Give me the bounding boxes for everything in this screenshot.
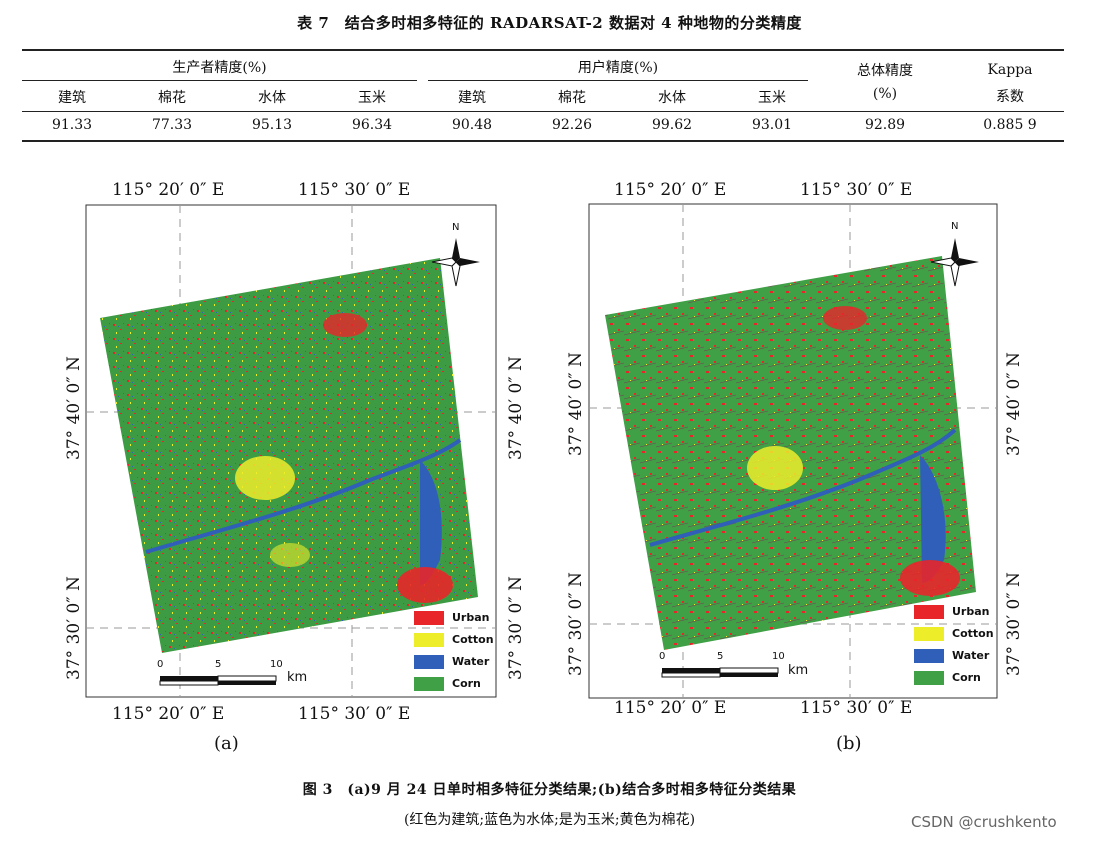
table-bottom-rule xyxy=(22,140,1064,142)
map-a-lon-right-bottom: 115° 30′ 0″ E xyxy=(298,704,411,724)
user-class-water: 水体 xyxy=(658,90,686,106)
map-b-lon-left-top: 115° 20′ 0″ E xyxy=(614,180,727,200)
producer-accuracy-header: 生产者精度(%) xyxy=(172,60,267,76)
producer-class-urban: 建筑 xyxy=(58,90,86,106)
legend-swatch-urban xyxy=(414,611,444,625)
map-a-lat-bottom-left: 37° 30′ 0″ N xyxy=(64,576,84,680)
map-a-lon-right-top: 115° 30′ 0″ E xyxy=(298,180,411,200)
legend-label-urban: Urban xyxy=(952,605,990,618)
user-value-urban: 90.48 xyxy=(451,117,493,133)
map-b-lat-bottom-left: 37° 30′ 0″ N xyxy=(566,572,586,676)
map-a-lat-bottom-right: 37° 30′ 0″ N xyxy=(506,576,526,680)
producer-class-cotton: 棉花 xyxy=(158,90,186,106)
map-a-lat-top-left: 37° 40′ 0″ N xyxy=(64,356,84,460)
map-b-scale-bar xyxy=(661,667,779,678)
producer-class-corn: 玉米 xyxy=(358,90,386,106)
figure-caption-note: (红色为建筑;蓝色为水体;是为玉米;黄色为棉花) xyxy=(403,812,696,828)
producer-value-corn: 96.34 xyxy=(351,117,393,133)
header-bottom-rule xyxy=(22,111,1064,112)
map-b-lat-bottom-right: 37° 30′ 0″ N xyxy=(1004,572,1024,676)
legend-swatch-cotton xyxy=(914,627,944,641)
legend-swatch-water xyxy=(414,655,444,669)
map-b-scale-tick-10: 10 xyxy=(772,651,785,662)
map-a-north-arrow-icon xyxy=(431,238,480,287)
map-b-scale-unit: km xyxy=(788,663,809,678)
producer-class-water: 水体 xyxy=(258,90,286,106)
user-value-water: 99.62 xyxy=(651,117,693,133)
legend-label-urban: Urban xyxy=(452,611,490,624)
legend-label-corn: Corn xyxy=(452,677,481,690)
map-a-lon-left-top: 115° 20′ 0″ E xyxy=(112,180,225,200)
map-b-north-label: N xyxy=(951,221,959,232)
map-a-scale-tick-10: 10 xyxy=(270,659,283,670)
user-value-corn: 93.01 xyxy=(751,117,793,133)
map-a-scale-tick-5: 5 xyxy=(215,659,222,670)
legend-swatch-corn xyxy=(914,671,944,685)
user-group-rule xyxy=(428,80,808,81)
legend-swatch-urban xyxy=(914,605,944,619)
user-class-urban: 建筑 xyxy=(458,90,486,106)
map-a-scale-unit: km xyxy=(287,670,308,685)
map-b-lon-right-top: 115° 30′ 0″ E xyxy=(800,180,913,200)
legend-label-cotton: Cotton xyxy=(452,633,494,646)
map-b-scale-tick-5: 5 xyxy=(717,651,724,662)
legend-swatch-cotton xyxy=(414,633,444,647)
overall-value: 92.89 xyxy=(864,117,906,133)
user-value-cotton: 92.26 xyxy=(551,117,593,133)
table-top-rule xyxy=(22,49,1064,51)
map-b-lat-top-left: 37° 40′ 0″ N xyxy=(566,352,586,456)
producer-group-rule xyxy=(22,80,417,81)
map-b-scale-tick-0: 0 xyxy=(659,651,666,662)
producer-value-urban: 91.33 xyxy=(51,117,93,133)
map-a-classified-image xyxy=(100,258,478,653)
table-title: 表 7 结合多时相多特征的 RADARSAT-2 数据对 4 种地物的分类精度 xyxy=(297,14,802,32)
kappa-header: Kappa xyxy=(987,62,1033,78)
watermark: CSDN @crushkento xyxy=(911,813,1057,831)
map-b-lon-left-bottom: 115° 20′ 0″ E xyxy=(614,698,727,718)
map-b-lat-top-right: 37° 40′ 0″ N xyxy=(1004,352,1024,456)
legend-label-water: Water xyxy=(952,649,990,662)
producer-value-cotton: 77.33 xyxy=(151,117,193,133)
kappa-value: 0.885 9 xyxy=(983,117,1037,133)
figure-caption: 图 3 (a)9 月 24 日单时相多特征分类结果;(b)结合多时相多特征分类结… xyxy=(302,782,797,798)
kappa-header-unit: 系数 xyxy=(996,89,1024,105)
map-b-north-arrow-icon xyxy=(930,238,979,287)
legend-label-cotton: Cotton xyxy=(952,627,994,640)
map-b-lon-right-bottom: 115° 30′ 0″ E xyxy=(800,698,913,718)
legend-label-corn: Corn xyxy=(952,671,981,684)
panel-b-label: (b) xyxy=(836,733,862,754)
map-a-scale-bar xyxy=(159,675,277,686)
map-a-lon-left-bottom: 115° 20′ 0″ E xyxy=(112,704,225,724)
overall-accuracy-unit: (%) xyxy=(872,86,898,102)
legend-swatch-corn xyxy=(414,677,444,691)
user-class-cotton: 棉花 xyxy=(558,90,586,106)
user-accuracy-header: 用户精度(%) xyxy=(577,60,659,76)
user-class-corn: 玉米 xyxy=(758,90,786,106)
map-a-lat-top-right: 37° 40′ 0″ N xyxy=(506,356,526,460)
overall-accuracy-header: 总体精度 xyxy=(857,63,913,79)
panel-a-label: (a) xyxy=(214,733,239,754)
legend-swatch-water xyxy=(914,649,944,663)
map-a-scale-tick-0: 0 xyxy=(157,659,164,670)
map-a-north-label: N xyxy=(452,222,460,233)
producer-value-water: 95.13 xyxy=(251,117,293,133)
legend-label-water: Water xyxy=(452,655,490,668)
